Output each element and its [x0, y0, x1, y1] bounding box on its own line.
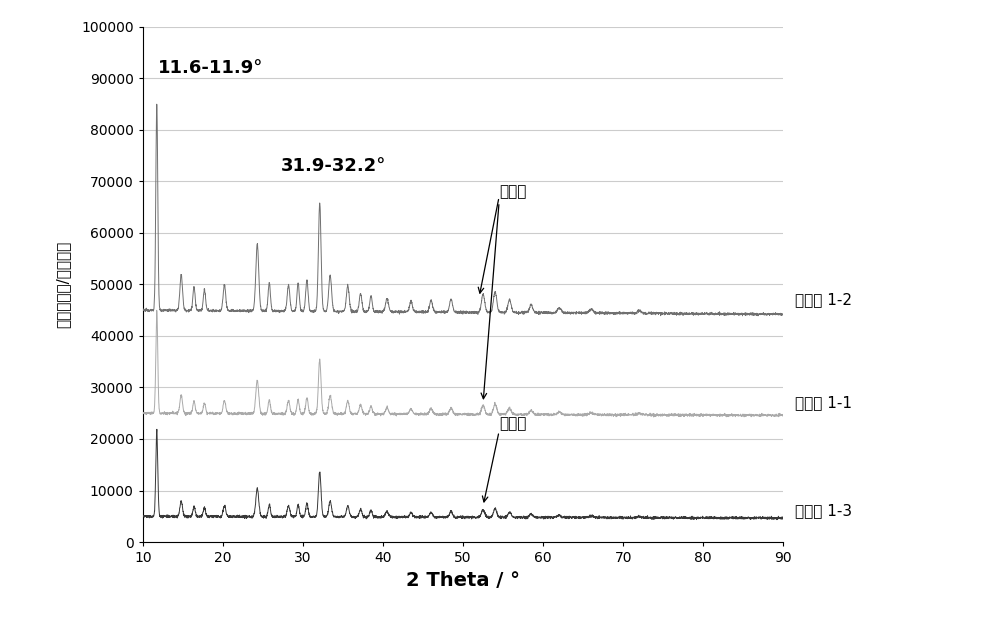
- X-axis label: 2 Theta / °: 2 Theta / °: [406, 571, 520, 590]
- Text: 实施例 1-1: 实施例 1-1: [795, 395, 852, 410]
- Text: 慢干法: 慢干法: [499, 184, 526, 199]
- Text: 实施例 1-3: 实施例 1-3: [795, 503, 852, 519]
- Text: 31.9-32.2°: 31.9-32.2°: [280, 157, 386, 175]
- Text: 11.6-11.9°: 11.6-11.9°: [158, 59, 263, 77]
- Text: 速干法: 速干法: [499, 416, 526, 431]
- Y-axis label: 衍射峰强度/任意单位: 衍射峰强度/任意单位: [55, 241, 70, 328]
- Text: 实施例 1-2: 实施例 1-2: [795, 292, 852, 307]
